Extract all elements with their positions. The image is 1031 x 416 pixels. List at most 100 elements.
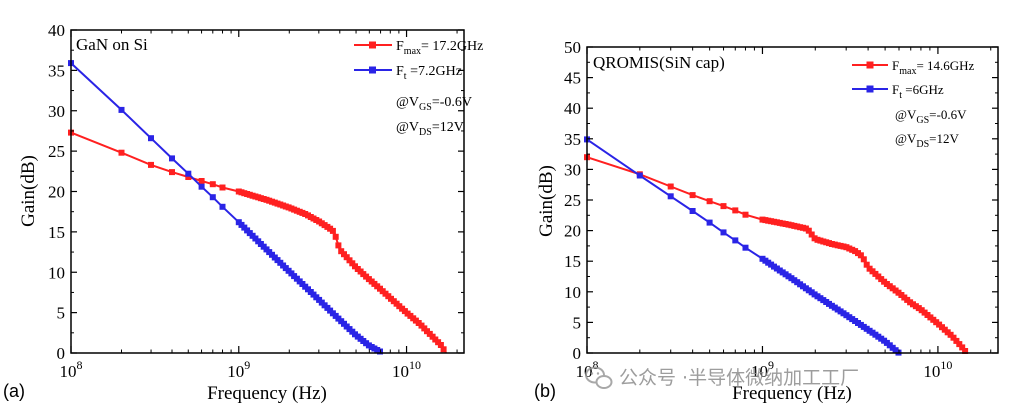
data-point	[209, 194, 216, 201]
data-point	[335, 242, 342, 249]
data-point	[118, 106, 125, 113]
data-point	[343, 254, 350, 261]
x-tick-label: 108	[60, 358, 83, 381]
data-point	[742, 244, 749, 251]
y-axis-label: Gain(dB)	[536, 165, 557, 237]
data-point	[720, 203, 727, 210]
data-point	[863, 261, 870, 268]
panel-label: (b)	[534, 381, 556, 401]
y-tick-label: 40	[48, 21, 65, 40]
y-tick-label: 25	[48, 142, 65, 161]
y-tick-label: 0	[57, 344, 66, 363]
condition-vgs: @VGS=-0.6V	[396, 95, 472, 113]
data-point	[732, 237, 739, 244]
series-layer	[584, 136, 969, 356]
data-point	[169, 155, 175, 162]
x-tick-label: 109	[751, 358, 774, 381]
data-point	[667, 183, 674, 190]
series-fmax	[68, 129, 447, 354]
inset-title: GaN on Si	[76, 35, 148, 54]
legend: Fmax= 14.6GHz Ft =6GHz @VGS=-0.6V @VDS=1…	[852, 58, 975, 150]
data-point	[956, 341, 963, 348]
data-point	[808, 231, 815, 238]
x-tick-label: 1010	[392, 358, 421, 381]
legend-label-ft: Ft =7.2GHz	[396, 64, 462, 82]
y-tick-label: 40	[564, 99, 581, 118]
data-point	[329, 227, 336, 234]
inset-title: QROMIS(SiN cap)	[593, 53, 725, 72]
data-point	[953, 337, 960, 344]
data-point	[706, 219, 713, 226]
y-tick-label: 0	[573, 344, 582, 363]
y-tick-label: 5	[57, 304, 66, 323]
series-line	[70, 62, 384, 354]
legend-entry-fmax: Fmax= 14.6GHz	[852, 58, 975, 77]
y-tick-label: 45	[564, 69, 581, 88]
series-ft	[584, 136, 902, 356]
panel-b: 0 5 10 15 20 25 30 35 40 45 50 108 109 1010 QROMIS(Si…	[534, 38, 999, 404]
data-point	[805, 227, 812, 234]
x-tick-label: 108	[576, 358, 599, 381]
data-point	[732, 207, 739, 214]
panel-a: 0 5 10 15 20 25 30 35 40 108 109 1010 GaN on Si Fma…	[3, 21, 483, 404]
legend-label-fmax: Fmax= 14.6GHz	[892, 58, 975, 77]
series-layer	[68, 60, 447, 355]
y-tick-label: 5	[573, 313, 582, 332]
data-point	[959, 344, 966, 351]
condition-vds: @VDS=12V	[396, 120, 464, 138]
data-point	[667, 193, 674, 200]
data-point	[440, 346, 447, 353]
condition-vds: @VDS=12V	[895, 131, 960, 150]
x-axis-label: Frequency (Hz)	[207, 383, 327, 404]
data-point	[720, 229, 727, 236]
data-point	[219, 203, 226, 210]
y-tick-label: 20	[564, 222, 581, 241]
panel-label: (a)	[3, 381, 25, 401]
data-point	[118, 149, 125, 156]
legend: Fmax= 17.2GHz Ft =7.2GHz @VGS=-0.6V @VDS…	[354, 39, 483, 138]
y-axis-label: Gain(dB)	[18, 155, 39, 227]
data-point	[198, 183, 205, 190]
legend-label-fmax: Fmax= 17.2GHz	[396, 39, 483, 57]
data-point	[437, 342, 444, 348]
y-tick-label: 30	[48, 102, 65, 121]
y-tick-label: 10	[564, 283, 581, 302]
y-tick-label: 25	[564, 191, 581, 210]
data-point	[219, 184, 226, 191]
watermark: 公众号 ·半导体微纳加工工厂	[585, 366, 859, 389]
data-point	[857, 252, 864, 259]
y-tick-label: 35	[48, 61, 65, 80]
series-ft	[68, 60, 384, 355]
legend-entry-ft: Ft =6GHz	[852, 82, 944, 101]
data-point	[185, 170, 192, 177]
watermark-text: 公众号 ·半导体微纳加工工厂	[619, 367, 859, 389]
y-tick-label: 20	[48, 183, 65, 202]
x-axis-label: Frequency (Hz)	[732, 383, 852, 404]
data-point	[689, 192, 696, 199]
data-point	[860, 256, 867, 263]
series-fmax	[584, 154, 969, 354]
ticks-layer: 0 5 10 15 20 25 30 35 40 108 109 1010	[48, 21, 464, 381]
ticks-layer: 0 5 10 15 20 25 30 35 40 45 50 108 109 1010	[564, 38, 998, 381]
condition-vgs: @VGS=-0.6V	[895, 107, 967, 126]
data-point	[209, 181, 216, 188]
data-point	[636, 172, 643, 179]
legend-entry-fmax: Fmax= 17.2GHz	[354, 39, 483, 57]
y-tick-label: 15	[48, 223, 65, 242]
data-point	[169, 169, 175, 176]
x-tick-label: 1010	[923, 358, 952, 381]
data-point	[198, 178, 205, 184]
data-point	[185, 174, 192, 180]
data-point	[742, 211, 749, 218]
legend-entry-ft: Ft =7.2GHz	[354, 64, 462, 82]
data-point	[950, 334, 957, 341]
data-point	[332, 233, 339, 240]
data-point	[962, 348, 969, 354]
series-line	[586, 156, 968, 354]
legend-label-ft: Ft =6GHz	[892, 82, 944, 101]
y-tick-label: 50	[564, 38, 581, 57]
wechat-icon	[585, 366, 613, 389]
y-tick-label: 35	[564, 130, 581, 149]
data-point	[689, 208, 696, 214]
